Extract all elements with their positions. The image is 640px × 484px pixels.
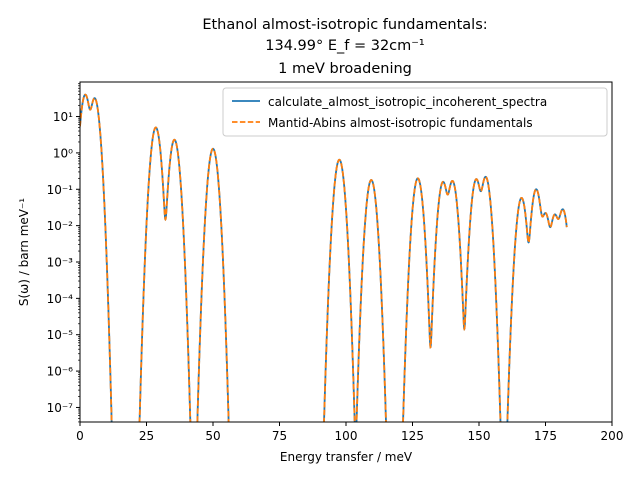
x-axis-ticks: 0 25 50 75 100 125 150 175 200 [76, 422, 623, 443]
x-tick-label: 25 [139, 429, 154, 443]
legend-label-series-2: Mantid-Abins almost-isotropic fundamenta… [268, 116, 533, 130]
legend: calculate_almost_isotropic_incoherent_sp… [222, 87, 608, 137]
x-tick-label: 75 [272, 429, 287, 443]
y-tick-label: 10⁻³ [47, 256, 74, 270]
y-tick-label: 10⁰ [53, 146, 73, 160]
x-tick-label: 50 [205, 429, 220, 443]
y-tick-label: 10⁻⁷ [47, 401, 74, 415]
y-tick-label: 10¹ [53, 110, 73, 124]
x-tick-label: 200 [601, 429, 624, 443]
y-tick-label: 10⁻² [47, 219, 74, 233]
y-tick-label: 10⁻⁴ [47, 292, 74, 306]
x-tick-label: 150 [468, 429, 491, 443]
y-tick-label: 10⁻⁶ [47, 365, 74, 379]
y-axis-ticks: 10¹ 10⁰ 10⁻¹ 10⁻² 10⁻³ 10⁻⁴ 10⁻⁵ 10⁻⁶ 10⁻⁷ [47, 83, 80, 423]
y-tick-label: 10⁻¹ [47, 183, 74, 197]
chart-title-line-2: 134.99° E_f = 32cm⁻¹ [265, 38, 425, 54]
y-axis-label: S(ω) / barn meV⁻¹ [17, 198, 31, 306]
y-tick-label: 10⁻⁵ [47, 328, 74, 342]
chart-title-line-1: Ethanol almost-isotropic fundamentals: [202, 17, 487, 33]
chart-title-line-3: 1 meV broadening [278, 61, 412, 77]
series-line-abins [80, 93, 568, 422]
x-tick-label: 0 [76, 429, 84, 443]
legend-box [222, 87, 608, 137]
curves-layer [80, 93, 568, 422]
x-tick-label: 125 [401, 429, 424, 443]
legend-label-series-1: calculate_almost_isotropic_incoherent_sp… [268, 95, 547, 109]
x-axis-label: Energy transfer / meV [280, 450, 413, 464]
x-tick-label: 100 [335, 429, 358, 443]
x-tick-label: 175 [534, 429, 557, 443]
